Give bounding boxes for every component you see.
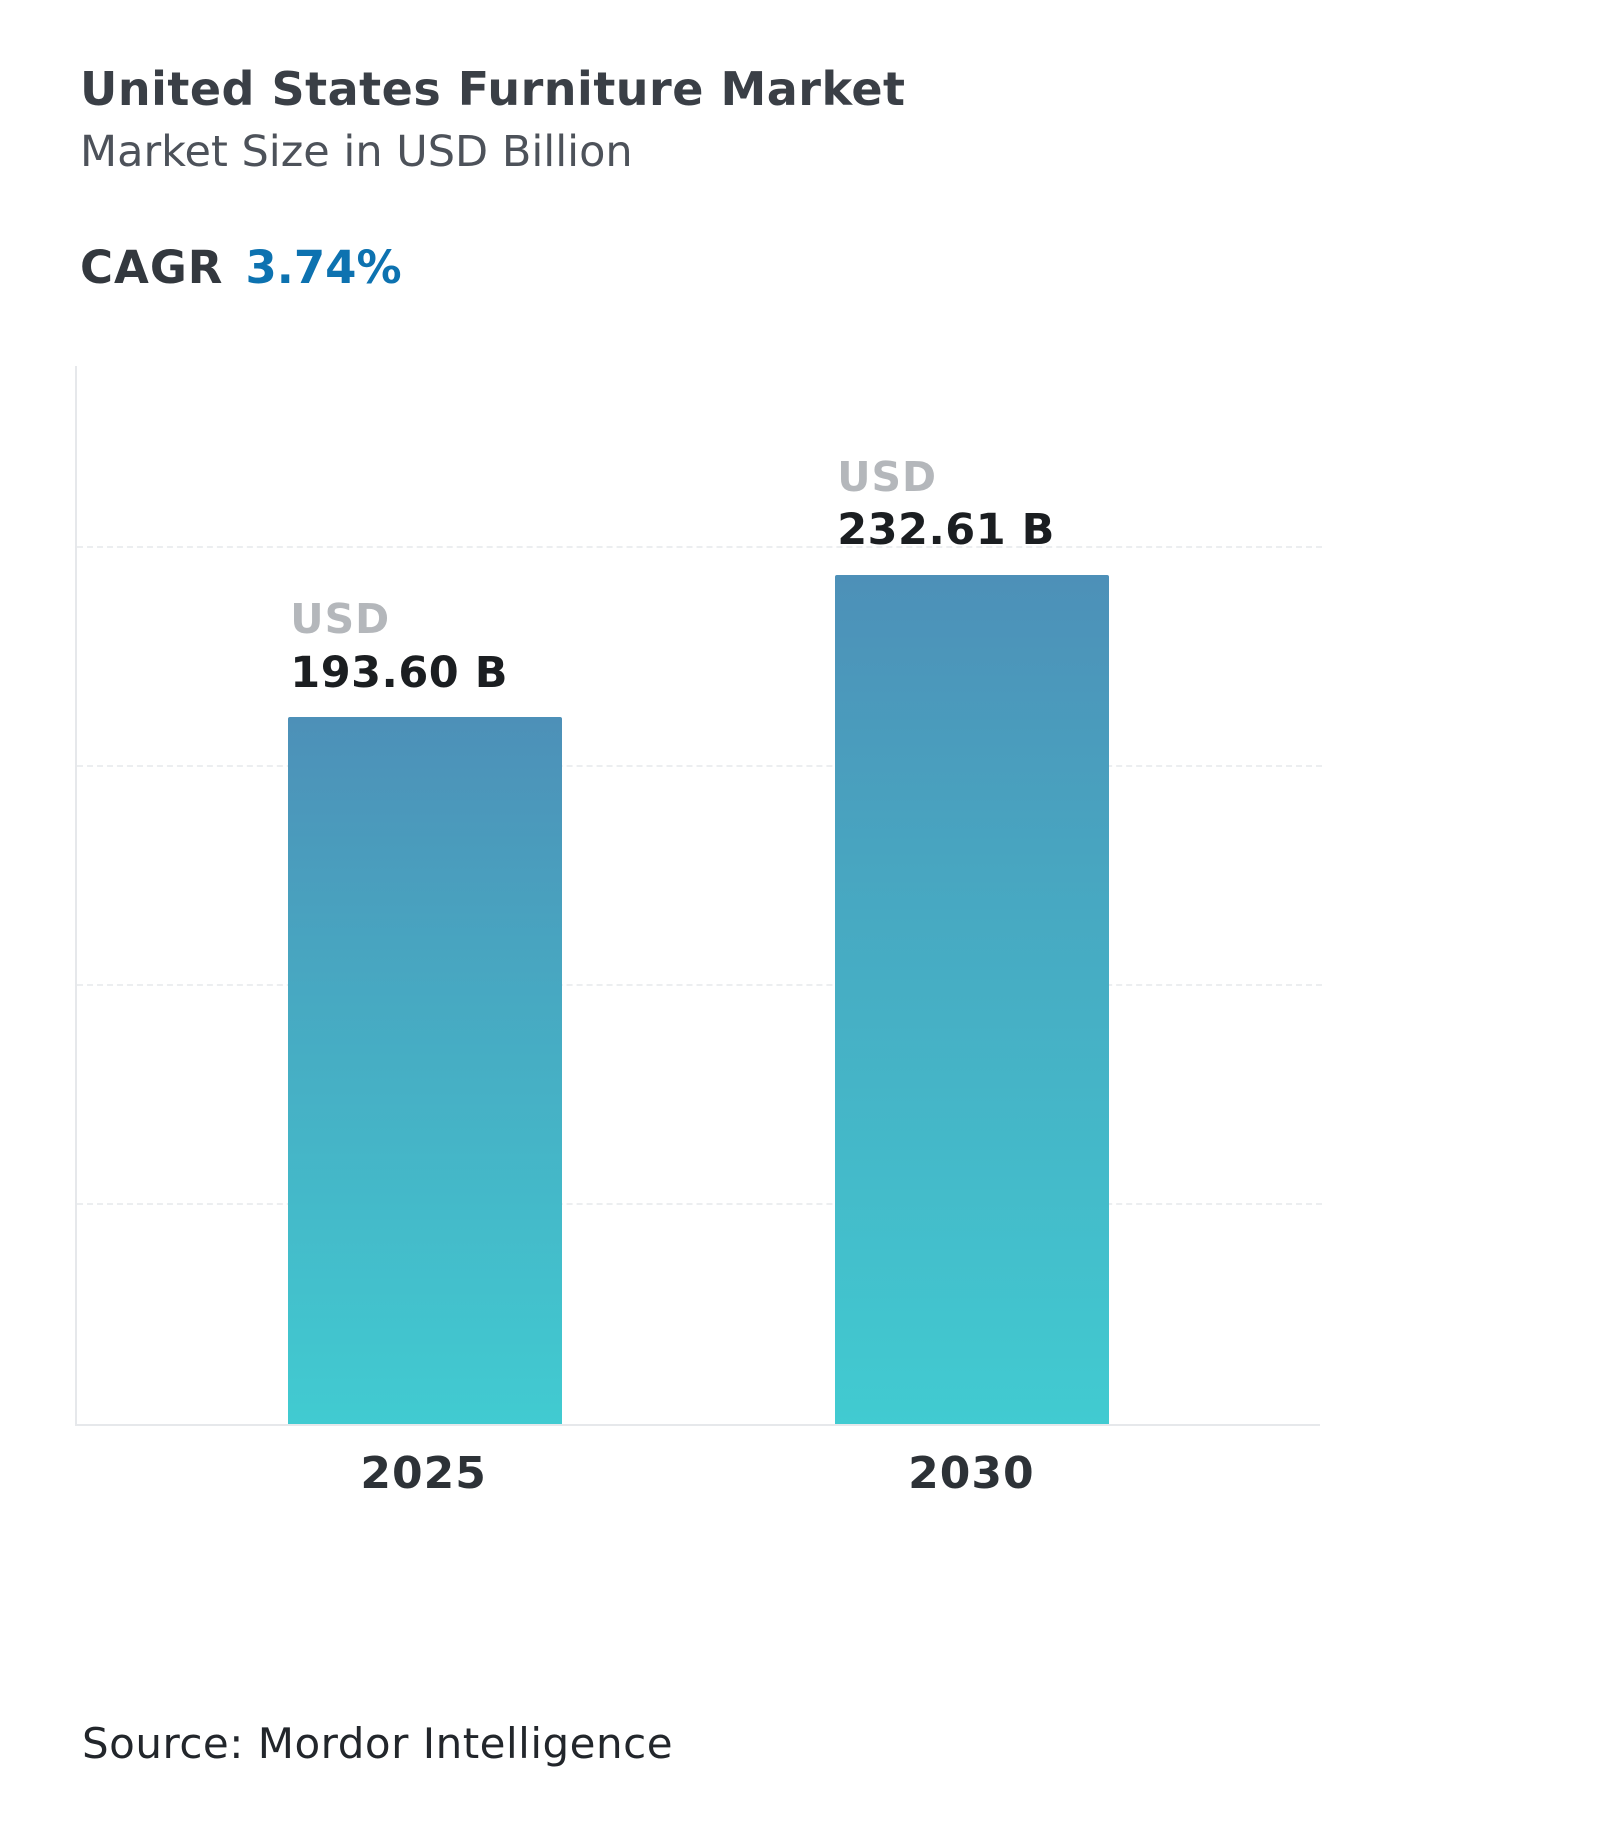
bar-value-2030: 232.61 B [837, 505, 1055, 556]
bar-group-2030: USD 232.61 B [835, 366, 1109, 1424]
cagr-label: CAGR [80, 240, 224, 294]
x-tick-2025: 2025 [360, 1447, 487, 1499]
bar-chart: USD 193.60 B USD 232.61 B 2025 2030 [75, 365, 1540, 1528]
bar-label-usd-2025: USD [290, 595, 391, 644]
cagr-row: CAGR 3.74% [80, 241, 1540, 294]
gridline [77, 546, 1322, 549]
gridline [77, 984, 1322, 986]
bar-group-2025: USD 193.60 B [288, 366, 562, 1424]
bar-2025 [288, 717, 562, 1424]
bar-label-2025: USD 193.60 B [288, 594, 561, 701]
plot-area: USD 193.60 B USD 232.61 B [75, 365, 1322, 1426]
bar-value-2025: 193.60 B [290, 647, 508, 698]
bar-2030 [835, 575, 1109, 1424]
page-title: United States Furniture Market [80, 62, 906, 116]
page-subtitle: Market Size in USD Billion [80, 127, 633, 178]
x-axis: 2025 2030 [75, 1448, 1320, 1528]
x-tick-2030: 2030 [908, 1447, 1035, 1499]
bar-label-usd-2030: USD [837, 453, 938, 502]
cagr-value: 3.74% [245, 240, 402, 294]
bar-label-2030: USD 232.61 B [835, 452, 1108, 559]
gridline [77, 1202, 1322, 1205]
source-attribution: Source: Mordor Intelligence [82, 1719, 674, 1768]
gridline [77, 765, 1322, 768]
